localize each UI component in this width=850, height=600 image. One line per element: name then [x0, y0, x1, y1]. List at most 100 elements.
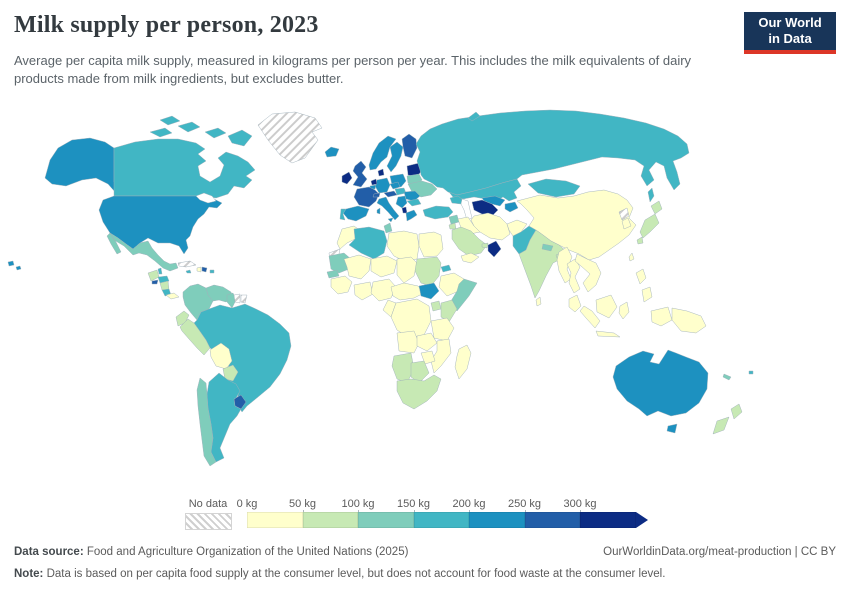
legend-segment-250-300[interactable] [524, 512, 580, 528]
country-guyana[interactable] [226, 292, 237, 309]
country-senegal[interactable] [326, 269, 340, 279]
country-mali[interactable] [343, 254, 372, 280]
country-ireland[interactable] [341, 171, 353, 185]
country-indonesia[interactable] [579, 294, 673, 338]
country-libya[interactable] [386, 230, 420, 262]
country-tunisia[interactable] [383, 222, 393, 234]
country-ecuador[interactable] [175, 310, 190, 327]
country-saudi-arabia[interactable] [451, 226, 488, 257]
country-canada[interactable] [113, 138, 256, 199]
country-taiwan[interactable] [628, 252, 635, 262]
country-netherlands[interactable] [370, 178, 378, 186]
country-namibia[interactable] [391, 352, 415, 384]
country-indochina[interactable] [574, 253, 602, 293]
country-peru[interactable] [179, 318, 211, 356]
country-south-korea[interactable] [621, 217, 632, 230]
country-alaska[interactable] [44, 137, 123, 194]
country-cuba[interactable] [177, 260, 197, 268]
country-tasmania[interactable] [666, 423, 678, 434]
country-australia[interactable] [612, 349, 709, 417]
country-suriname[interactable] [233, 293, 241, 304]
country-niger[interactable] [370, 255, 398, 278]
country-madagascar[interactable] [454, 344, 472, 380]
country-north-korea[interactable] [618, 207, 630, 221]
country-haiti[interactable] [196, 266, 202, 273]
country-guinea-region[interactable] [330, 275, 353, 295]
legend-no-data[interactable]: No data [185, 498, 232, 530]
country-panama[interactable] [165, 292, 180, 300]
country-jamaica[interactable] [185, 269, 192, 274]
country-bulgaria[interactable] [406, 198, 422, 207]
country-japan[interactable] [636, 200, 663, 245]
country-china[interactable] [516, 189, 637, 261]
country-guatemala[interactable] [147, 269, 160, 282]
country-jordan[interactable] [448, 222, 457, 230]
country-united-kingdom[interactable] [352, 160, 368, 188]
country-chad[interactable] [396, 256, 418, 284]
country-dominican-republic[interactable] [201, 266, 208, 273]
legend-segment-0-50[interactable] [247, 512, 303, 528]
legend-segment-300+[interactable] [580, 512, 636, 528]
country-philippines[interactable] [635, 268, 653, 303]
country-sweden[interactable] [386, 141, 404, 173]
country-south-sudan[interactable] [418, 282, 440, 300]
country-mongolia[interactable] [527, 178, 581, 198]
country-bolivia[interactable] [209, 342, 233, 370]
country-baltic-states[interactable] [406, 162, 423, 178]
country-hawaii[interactable] [7, 260, 22, 271]
country-greece[interactable] [405, 209, 418, 222]
country-zambia[interactable] [416, 332, 438, 352]
country-cameroon-car[interactable] [390, 282, 425, 301]
legend-bar[interactable] [247, 512, 648, 528]
country-botswana[interactable] [410, 360, 430, 384]
country-finland[interactable] [401, 133, 418, 159]
country-puerto-rico[interactable] [209, 269, 215, 274]
country-canada-islands[interactable] [149, 115, 253, 147]
country-albania[interactable] [401, 206, 408, 214]
country-nigeria[interactable] [370, 278, 397, 302]
country-germany[interactable] [374, 177, 391, 194]
legend-segment-200-250[interactable] [469, 512, 525, 528]
country-denmark[interactable] [377, 168, 385, 177]
country-greenland[interactable] [257, 111, 323, 164]
country-belize[interactable] [157, 267, 163, 275]
country-mexico[interactable] [106, 232, 179, 272]
country-malaysia[interactable] [568, 294, 582, 313]
country-kazakhstan[interactable] [448, 178, 522, 202]
country-kenya[interactable] [440, 299, 458, 323]
country-tanzania[interactable] [430, 317, 455, 342]
owid-logo[interactable]: Our World in Data [744, 12, 836, 54]
country-egypt[interactable] [418, 231, 444, 258]
legend-segment-50-100[interactable] [302, 512, 358, 528]
country-kyrgyzstan[interactable] [504, 201, 519, 213]
country-oman[interactable] [487, 240, 502, 258]
country-angola[interactable] [396, 330, 420, 354]
country-yemen[interactable] [460, 252, 480, 264]
country-zimbabwe[interactable] [420, 350, 436, 365]
country-france[interactable] [353, 186, 380, 208]
country-spain[interactable] [342, 205, 370, 222]
country-italy[interactable] [376, 196, 400, 223]
country-chile[interactable] [196, 377, 217, 467]
country-mozambique[interactable] [430, 338, 452, 374]
country-iran[interactable] [470, 212, 511, 241]
country-turkey[interactable] [422, 205, 454, 220]
country-argentina[interactable] [206, 372, 242, 463]
country-balkans[interactable] [395, 195, 408, 209]
country-papua-new-guinea[interactable] [671, 307, 707, 334]
country-iceland[interactable] [324, 146, 340, 158]
country-switzerland[interactable] [372, 192, 381, 198]
country-sudan[interactable] [414, 256, 442, 287]
attribution-link[interactable]: OurWorldinData.org/meat-production | CC … [603, 546, 836, 558]
legend-segment-150-200[interactable] [413, 512, 469, 528]
country-french-guiana[interactable] [240, 294, 248, 304]
country-south-africa[interactable] [396, 374, 442, 410]
country-nepal[interactable] [541, 243, 554, 252]
country-novaya-zemlya[interactable] [467, 111, 481, 122]
country-turkmenistan[interactable] [471, 199, 499, 217]
country-sakhalin[interactable] [647, 187, 655, 203]
country-uae[interactable] [481, 242, 489, 249]
country-algeria[interactable] [348, 226, 388, 260]
country-new-zealand[interactable] [712, 403, 743, 435]
